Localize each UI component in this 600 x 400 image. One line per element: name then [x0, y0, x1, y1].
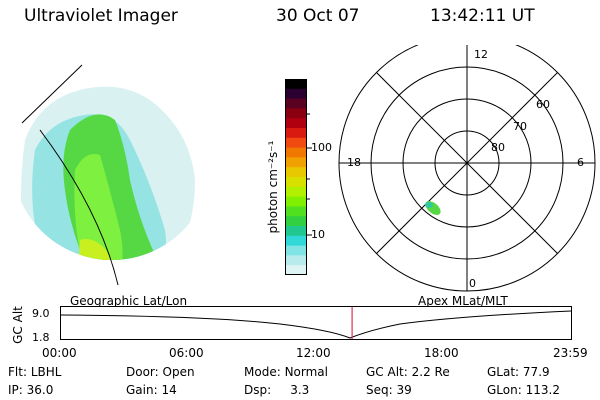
colorbar-swatch [285, 128, 307, 139]
polar-plot [338, 45, 596, 292]
colorbar-swatch [285, 235, 307, 247]
colorbar-swatch [285, 186, 307, 198]
terminator-line [21, 64, 83, 124]
colorbar-swatch [285, 206, 307, 217]
colorbar-tick-10: 10 [311, 228, 325, 241]
app-title: Ultraviolet Imager [24, 6, 178, 26]
colorbar-swatch [285, 118, 307, 129]
lat-label-70: 70 [513, 120, 527, 133]
colorbar-swatch [285, 88, 307, 100]
status-glat: GLat: 77.9 [487, 365, 550, 379]
altitude-ytick-low: 1.8 [32, 331, 50, 344]
xtick-1800: 18:00 [424, 346, 459, 360]
colorbar-swatch [285, 98, 307, 109]
colorbar-swatch [285, 108, 307, 119]
colorbar-swatch [285, 157, 307, 168]
status-dsp: Dsp: 3.3 [244, 383, 310, 397]
polar-panel-label: Apex MLat/MLT [418, 294, 508, 308]
colorbar-swatch [285, 216, 307, 227]
altitude-curve [60, 310, 572, 339]
geo-panel-label: Geographic Lat/Lon [70, 294, 188, 308]
colorbar-swatch [285, 167, 307, 178]
colorbar-swatch [285, 79, 307, 90]
meridian-line [39, 129, 119, 286]
colorbar-swatch [285, 177, 307, 188]
status-gain: Gain: 14 [126, 383, 177, 397]
colorbar-unit-label: photon cm⁻²s⁻¹ [266, 140, 280, 234]
mlt-label-12: 12 [474, 48, 488, 61]
xtick-0600: 06:00 [169, 346, 204, 360]
colorbar-swatch [285, 137, 307, 149]
mlt-label-0: 0 [469, 277, 476, 290]
status-mode: Mode: Normal [244, 365, 328, 379]
geographic-image [21, 64, 195, 286]
date-label: 30 Oct 07 [276, 6, 360, 26]
colorbar-swatch [285, 147, 307, 158]
altitude-ylabel: GC Alt [11, 306, 25, 344]
colorbar-swatch [285, 245, 307, 256]
status-ip: IP: 36.0 [8, 383, 54, 397]
xtick-0000: 00:00 [42, 346, 77, 360]
lat-label-60: 60 [536, 98, 550, 111]
colorbar-swatch [285, 226, 307, 237]
colorbar-swatch [285, 255, 307, 266]
status-flt: Flt: LBHL [8, 365, 62, 379]
status-gc-alt: GC Alt: 2.2 Re [366, 365, 450, 379]
status-seq: Seq: 39 [366, 383, 412, 397]
altitude-ytick-high: 9.0 [32, 307, 50, 320]
colorbar [285, 79, 307, 275]
xtick-1200: 12:00 [296, 346, 331, 360]
mlt-label-6: 6 [577, 156, 584, 169]
status-door: Door: Open [126, 365, 195, 379]
colorbar-swatch [285, 265, 307, 275]
status-glon: GLon: 113.2 [487, 383, 560, 397]
altitude-plot [60, 306, 572, 340]
colorbar-axis [307, 113, 312, 236]
xtick-2359: 23:59 [553, 346, 588, 360]
lat-label-80: 80 [491, 141, 505, 154]
mlt-label-18: 18 [347, 156, 361, 169]
colorbar-tick-100: 100 [311, 141, 332, 154]
time-label: 13:42:11 UT [430, 6, 535, 26]
aurora-blob [425, 201, 441, 215]
colorbar-swatch [285, 196, 307, 207]
